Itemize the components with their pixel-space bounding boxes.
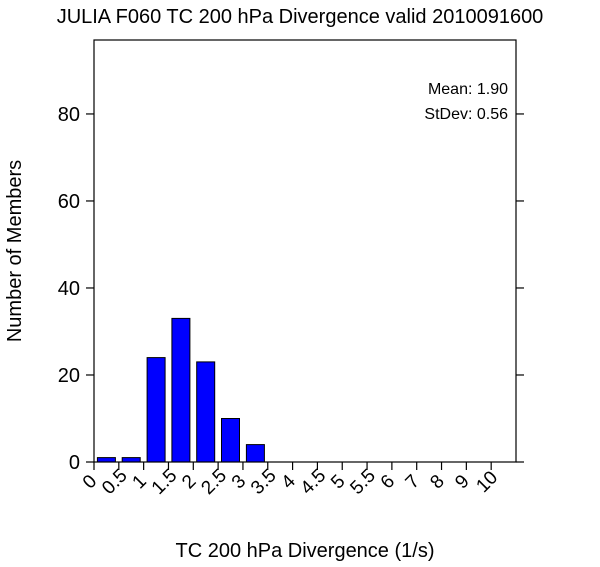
y-tick-label-0: 0 xyxy=(69,452,80,474)
y-tick-label-3: 60 xyxy=(58,191,80,213)
bar-bin-1 xyxy=(121,457,141,463)
x-tick-label-6: 3 xyxy=(228,471,250,493)
x-tick-label-10: 5 xyxy=(327,471,349,493)
x-tick-label-0: 0 xyxy=(79,471,101,493)
x-axis-label: TC 200 hPa Divergence (1/s) xyxy=(175,540,434,562)
x-tick-label-8: 4 xyxy=(278,471,301,494)
bars-group xyxy=(96,317,265,463)
annotation-stdev: StDev: 0.56 xyxy=(424,106,508,123)
plot-frame xyxy=(93,39,517,463)
x-tick-label-1: 0.5 xyxy=(98,465,132,499)
x-tick-label-4: 2 xyxy=(178,471,200,493)
y-axis: 0 20 40 60 80 xyxy=(58,104,524,474)
y-tick-label-1: 20 xyxy=(58,365,80,387)
bar-bin-2 xyxy=(146,357,166,463)
x-tick-label-11: 5.5 xyxy=(346,465,380,499)
x-tick-label-3: 1.5 xyxy=(148,465,182,499)
x-tick-label-7: 3.5 xyxy=(247,465,281,499)
bar-bin-0 xyxy=(96,457,116,463)
bar-bin-4 xyxy=(196,361,216,463)
x-axis: 00.511.522.533.544.555.56 7 8 910 xyxy=(79,462,502,499)
y-axis-label: Number of Members xyxy=(4,160,26,342)
y-tick-label-2: 40 xyxy=(58,278,80,300)
x-tick-label-2: 1 xyxy=(129,471,151,493)
y-tick-label-4: 80 xyxy=(58,104,80,126)
x-tick-label-5: 2.5 xyxy=(197,465,231,499)
bar-bin-3 xyxy=(171,317,191,463)
bar-bin-5 xyxy=(221,418,240,463)
x-tick-label-12: 6 xyxy=(377,471,399,493)
chart-title: JULIA F060 TC 200 hPa Divergence valid 2… xyxy=(57,6,544,28)
x-tick-label-13: 7 xyxy=(402,471,424,493)
x-tick-label-16: 10 xyxy=(472,467,502,497)
x-tick-label-9: 4.5 xyxy=(297,465,331,499)
annotation-mean: Mean: 1.90 xyxy=(428,81,508,98)
bar-bin-6 xyxy=(245,444,265,463)
x-tick-label-14: 8 xyxy=(426,471,448,493)
x-tick-label-15: 9 xyxy=(451,471,473,493)
